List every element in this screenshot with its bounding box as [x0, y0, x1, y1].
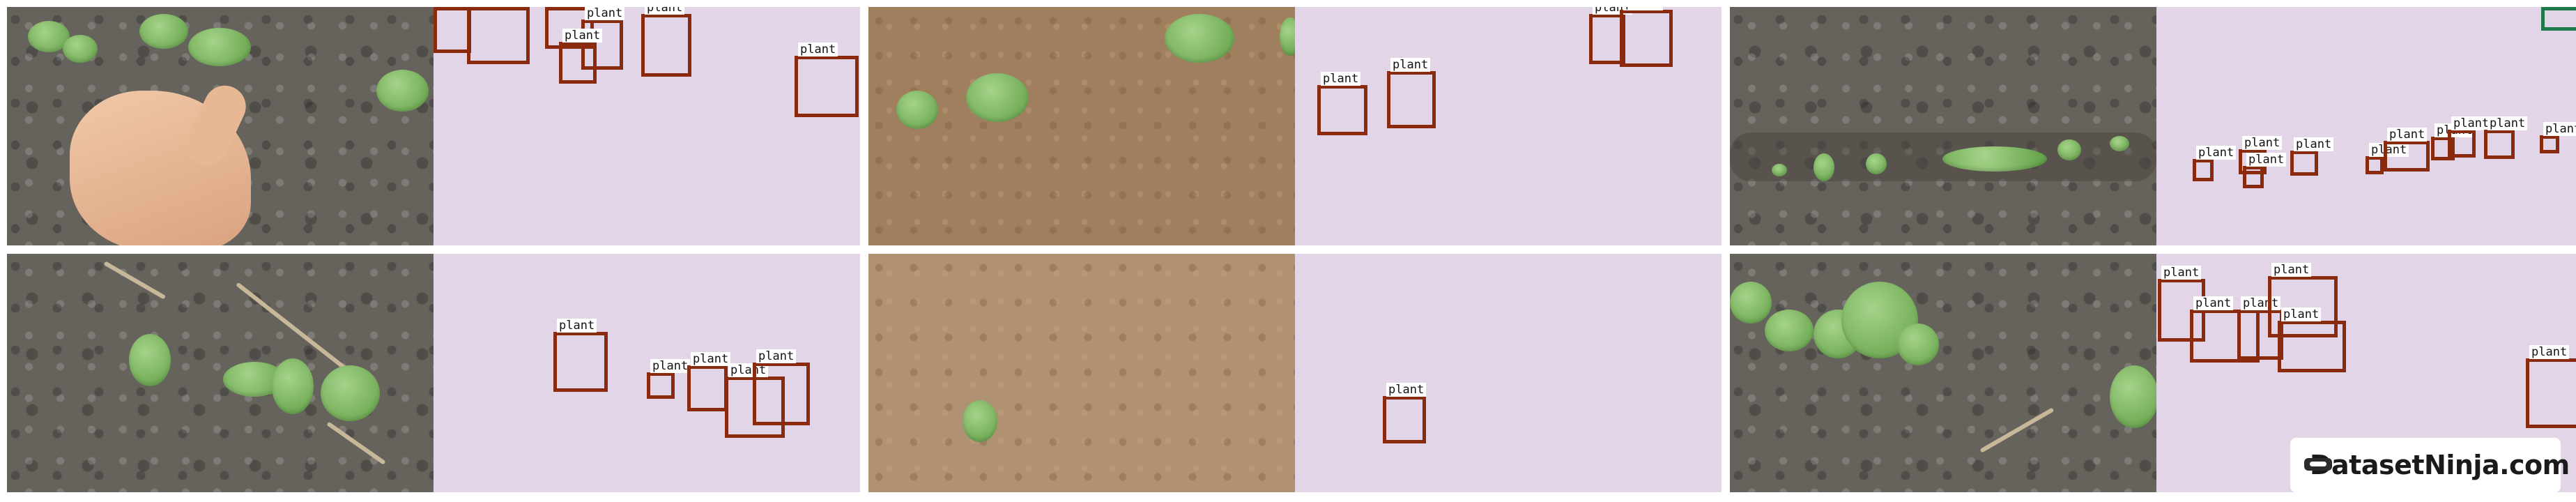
seedling-leaf	[2110, 136, 2129, 151]
bbox: plant	[2243, 153, 2287, 188]
watermark-text: DatasetNinja.com	[2310, 450, 2570, 480]
seedling-leaf	[1280, 17, 1295, 56]
bbox: plant	[753, 349, 810, 425]
bbox-label: plant	[2161, 266, 2202, 280]
bbox-label: plant	[2246, 153, 2287, 167]
seedling-leaf	[1814, 153, 1834, 181]
bbox: plant	[2484, 116, 2528, 159]
sample-photo-2	[868, 7, 1295, 245]
bbox: plant	[2526, 345, 2576, 428]
seedling-leaf	[1165, 14, 1234, 63]
sample-photo-4	[7, 254, 434, 492]
bbox-label: plant	[728, 363, 769, 377]
watermark[interactable]: DatasetNinja.com	[2290, 438, 2570, 492]
bbox-label: plant	[2294, 137, 2334, 151]
seedling-leaf	[1772, 164, 1787, 176]
seedling-leaf	[376, 70, 429, 112]
sample-photo-1	[7, 7, 434, 245]
annotation-mask-5: plant	[1295, 254, 1722, 492]
seedling-leaf	[1866, 153, 1887, 174]
bbox-label: plant	[2387, 128, 2428, 142]
seedling-leaf	[2057, 139, 2081, 160]
bbox: plant	[687, 352, 731, 411]
bbox: plant	[2366, 143, 2409, 174]
bbox: plant	[647, 359, 691, 399]
bbox	[2541, 7, 2576, 31]
bbox	[434, 7, 471, 53]
bbox-label: plant	[2281, 307, 2322, 321]
seedling-leaf	[966, 73, 1029, 122]
bbox-label: plant	[2451, 116, 2492, 130]
seedling-leaf	[2110, 365, 2156, 428]
bbox: plant	[2193, 146, 2237, 181]
bbox-label: plant	[2271, 263, 2312, 277]
annotation-mask-2: plant plant plant plant	[1295, 7, 1722, 245]
bbox: plant	[1317, 72, 1367, 135]
seedling-leaf	[1730, 282, 1772, 324]
bbox-label: plant	[756, 349, 797, 363]
bbox-label: plant	[2196, 146, 2237, 160]
seedling-leaf	[188, 28, 251, 66]
seedling-leaf	[63, 35, 98, 63]
seedling-leaf	[1942, 146, 2047, 172]
straw	[326, 421, 386, 465]
bbox-label: plant	[2543, 122, 2576, 136]
bbox: plant	[2190, 296, 2260, 363]
seedling-leaf	[139, 14, 188, 49]
straw	[103, 261, 167, 300]
bbox-label: plant	[1593, 7, 1633, 15]
bbox-label: plant	[1386, 383, 1427, 397]
bbox-label: plant	[562, 29, 603, 43]
bbox: plant	[1383, 383, 1427, 443]
bbox: plant	[641, 7, 691, 77]
seedling-leaf	[896, 91, 938, 129]
seedling-leaf	[272, 358, 314, 414]
sample-photo-5	[868, 254, 1295, 492]
bbox-label: plant	[2242, 136, 2283, 150]
bbox: plant	[2540, 122, 2576, 153]
bbox: plant	[795, 43, 859, 117]
bbox: plant	[1387, 58, 1436, 128]
bbox-label: plant	[585, 7, 625, 20]
bbox-label: plant	[650, 359, 691, 373]
seedling-leaf	[321, 365, 380, 421]
bbox: plant	[1620, 7, 1673, 67]
bbox: plant	[2448, 116, 2492, 158]
bbox-label: plant	[2193, 296, 2234, 310]
sample-photo-3	[1730, 7, 2156, 245]
annotation-mask-1: plant plant plant plant	[434, 7, 860, 245]
bbox: plant	[2290, 137, 2334, 176]
bbox-label: plant	[2487, 116, 2528, 130]
bbox-label: plant	[691, 352, 731, 366]
bbox: plant	[1589, 7, 1633, 64]
bbox-label: plant	[645, 7, 685, 15]
bbox: plant	[553, 319, 608, 392]
bbox: plant	[559, 29, 603, 84]
bbox: plant	[2384, 128, 2430, 172]
seedling-leaf	[1765, 310, 1814, 351]
bbox-label: plant	[798, 43, 838, 56]
annotation-mask-3: plant plant plant plant plant plant plan…	[2156, 7, 2576, 245]
seedling-leaf	[1897, 324, 1939, 365]
bbox-label: plant	[2529, 345, 2570, 359]
sample-photo-6	[1730, 254, 2156, 492]
bbox-label: plant	[2369, 143, 2409, 157]
straw	[1979, 407, 2055, 453]
bbox-label: plant	[557, 319, 597, 333]
bbox: plant	[2278, 307, 2346, 372]
bbox-label: plant	[1623, 7, 1664, 10]
bbox-label: plant	[1321, 72, 1361, 86]
annotation-mask-4: plant plant plant plant plant	[434, 254, 860, 492]
seedling-leaf	[129, 334, 171, 386]
seedling-leaf	[963, 400, 997, 442]
bbox	[467, 7, 530, 64]
bbox	[545, 7, 594, 49]
bbox-label: plant	[1390, 58, 1431, 72]
bbox: plant	[2268, 263, 2338, 337]
